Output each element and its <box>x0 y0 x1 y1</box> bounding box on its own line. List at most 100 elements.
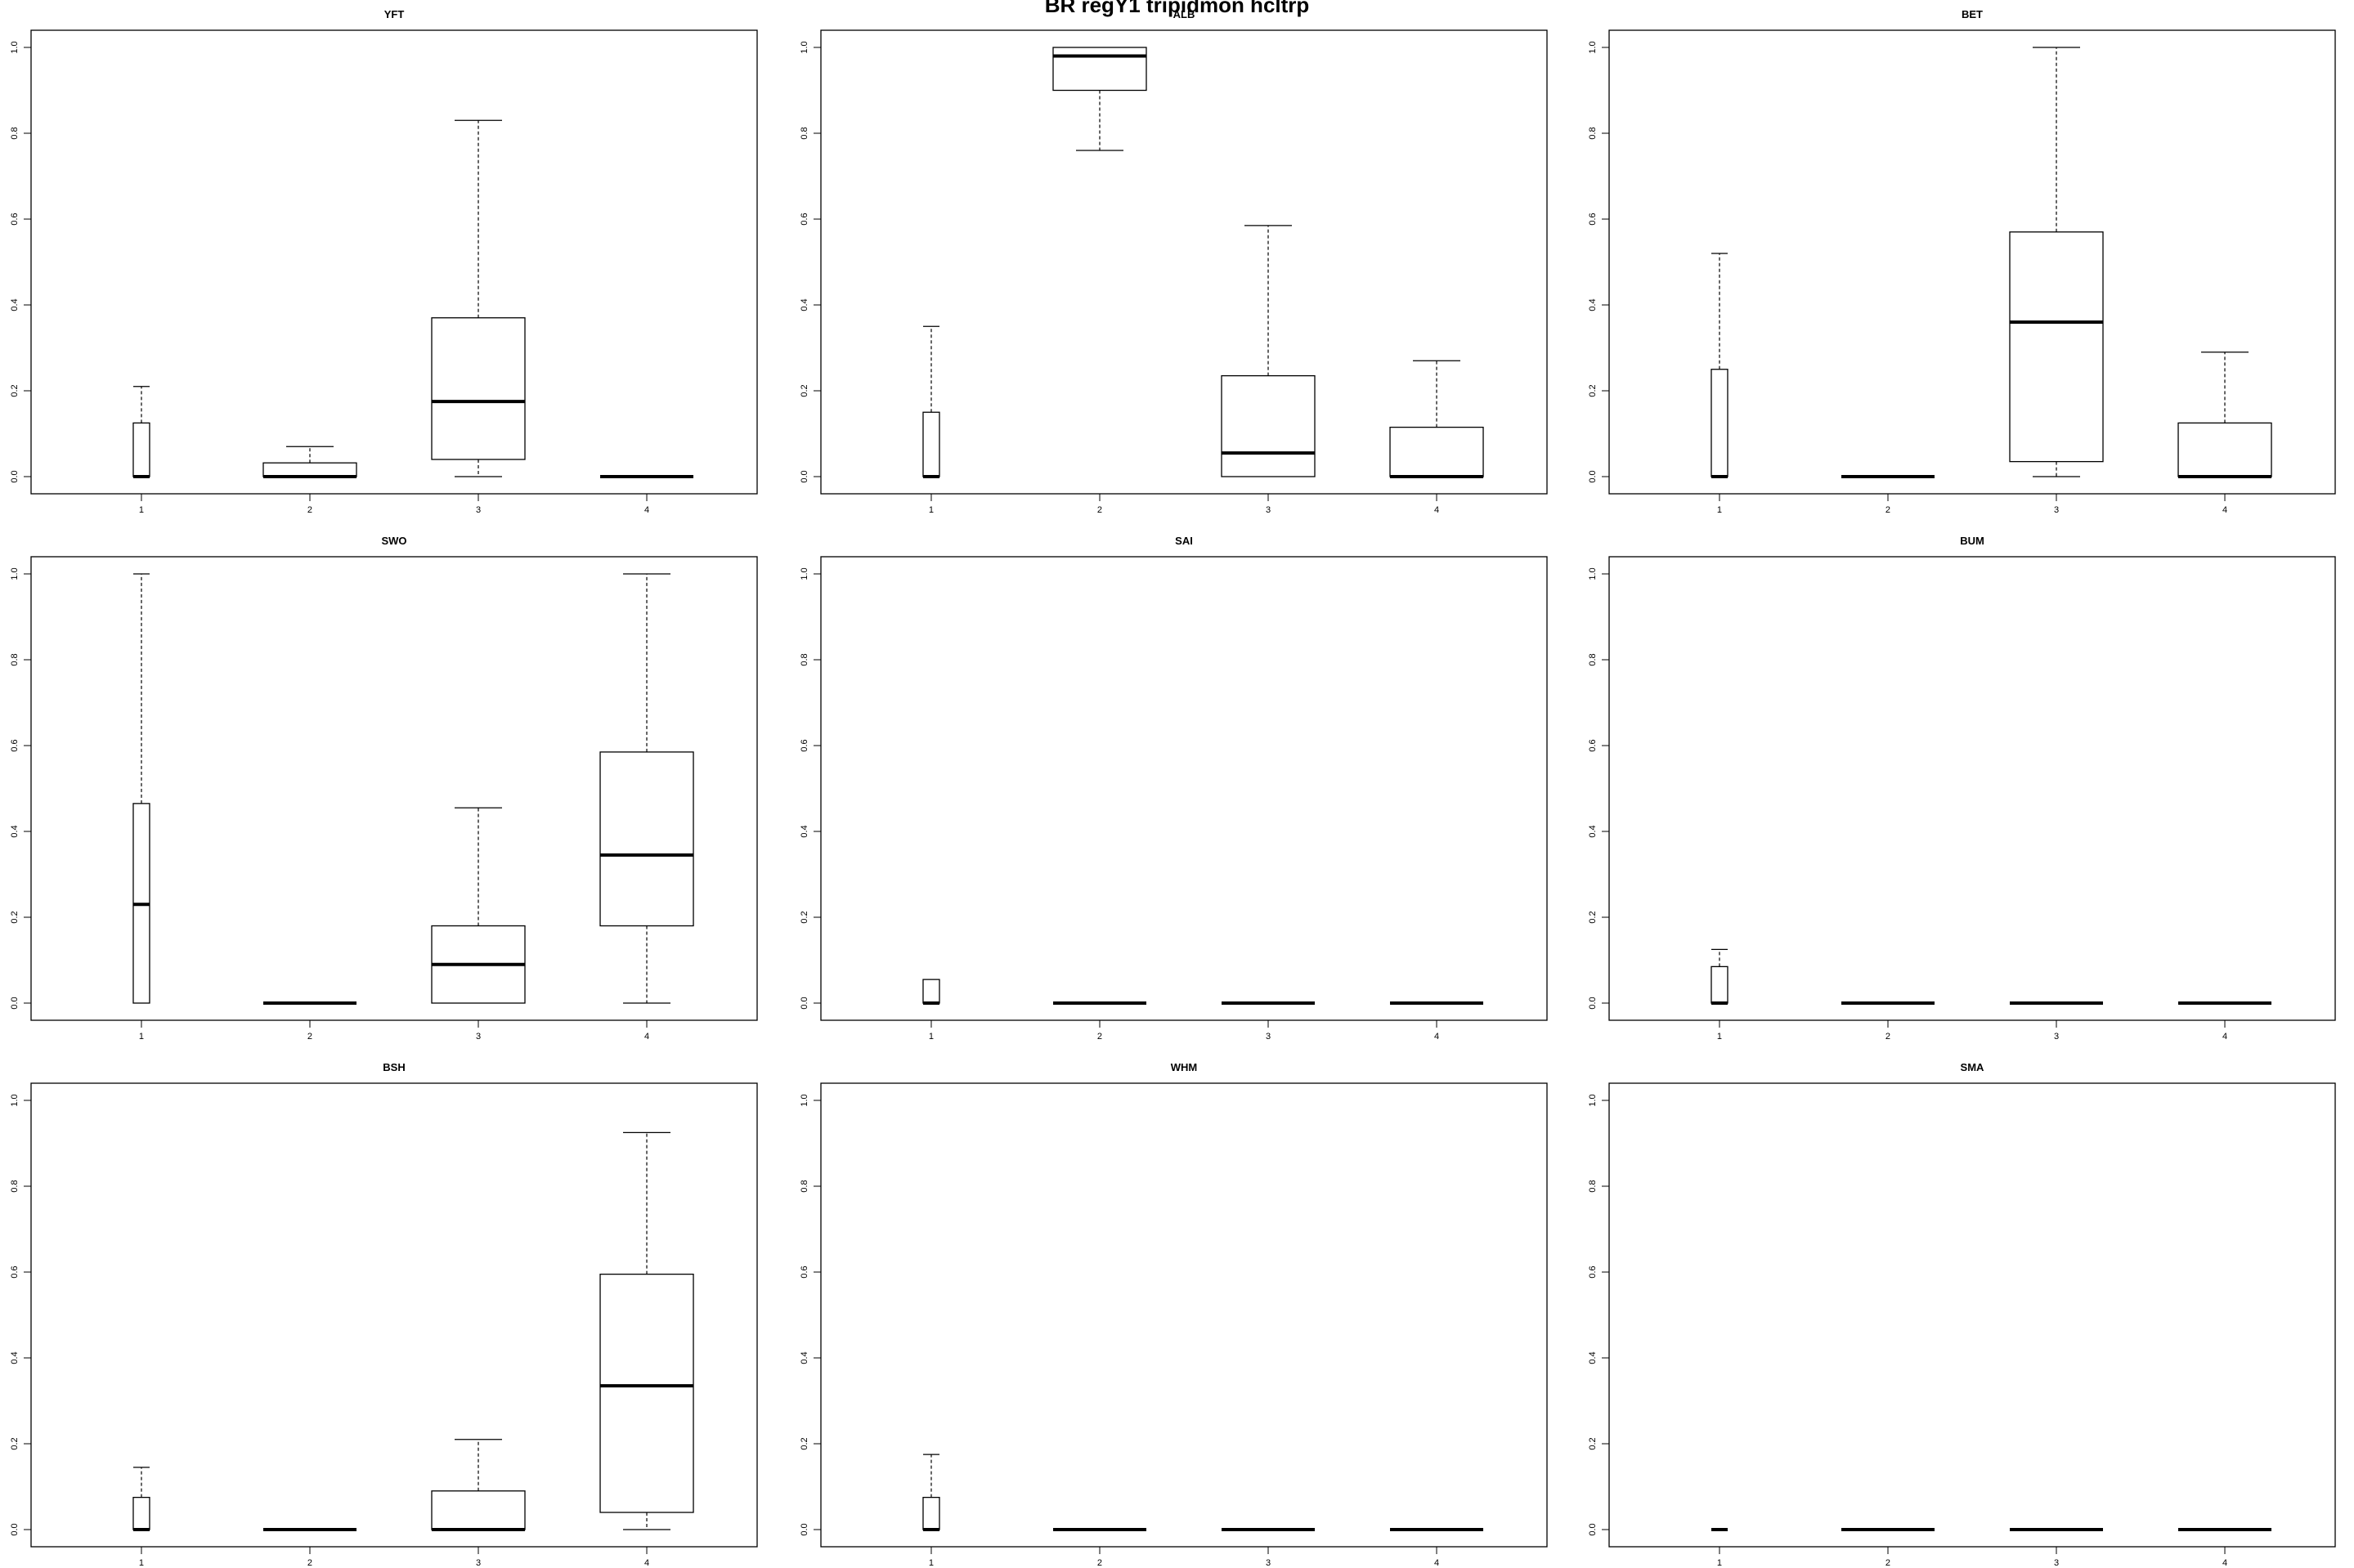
y-tick-label: 0.4 <box>10 1351 20 1364</box>
box-sai-1 <box>922 979 940 1005</box>
y-tick-label: 0.0 <box>800 470 809 482</box>
x-tick-label: 4 <box>644 505 649 515</box>
y-tick-label: 0.2 <box>10 384 20 396</box>
y-tick-label: 0.4 <box>800 1351 809 1364</box>
iqr-box <box>599 751 694 927</box>
x-tick-label: 2 <box>1885 505 1890 515</box>
x-tick-label: 4 <box>644 1032 649 1042</box>
iqr-box <box>2009 231 2104 463</box>
plot-frame <box>30 29 758 495</box>
x-tick-label: 3 <box>476 1032 481 1042</box>
x-tick-label: 3 <box>1266 1032 1271 1042</box>
panel-sai: SAI 0.0 0.2 0.4 0.6 0.8 1.0 1 2 3 4 <box>800 535 1548 1042</box>
x-tick-label: 1 <box>139 1032 144 1042</box>
y-tick-label: 1.0 <box>10 567 20 580</box>
iqr-box <box>132 1496 150 1530</box>
x-tick-label: 4 <box>644 1558 649 1568</box>
iqr-box <box>1711 369 1729 477</box>
box-bet-4 <box>2177 352 2272 478</box>
y-tick-label: 1.0 <box>800 1094 809 1106</box>
y-tick-label: 0.0 <box>10 997 20 1009</box>
y-tick-label: 0.0 <box>1588 470 1598 482</box>
y-tick-label: 0.4 <box>10 298 20 311</box>
y-tick-label: 0.8 <box>10 653 20 665</box>
box-swo-4 <box>599 573 694 1004</box>
x-tick-label: 4 <box>2222 1032 2227 1042</box>
x-tick-label: 1 <box>1717 505 1722 515</box>
iqr-box <box>922 1496 940 1530</box>
panel-title-alb: ALB <box>1173 8 1195 20</box>
y-tick-label: 0.6 <box>800 739 809 751</box>
iqr-box <box>1711 965 1729 1004</box>
x-tick-label: 1 <box>1717 1558 1722 1568</box>
x-tick-label: 2 <box>1885 1558 1890 1568</box>
iqr-box <box>1221 374 1316 477</box>
x-tick-label: 1 <box>1717 1032 1722 1042</box>
box-yft-1 <box>132 386 150 478</box>
x-tick-label: 3 <box>2054 1032 2059 1042</box>
x-tick-label: 1 <box>929 1032 934 1042</box>
iqr-box <box>132 422 150 477</box>
box-bum-1 <box>1711 948 1729 1005</box>
x-tick-label: 2 <box>1885 1032 1890 1042</box>
y-tick-label: 0.2 <box>10 911 20 923</box>
x-tick-label: 3 <box>1266 1558 1271 1568</box>
iqr-box <box>599 1273 694 1513</box>
x-tick-label: 3 <box>2054 1558 2059 1568</box>
y-tick-label: 1.0 <box>1588 41 1598 53</box>
iqr-box <box>431 1490 526 1530</box>
x-tick-label: 1 <box>139 1558 144 1568</box>
iqr-box <box>922 411 940 477</box>
x-tick-label: 2 <box>307 1558 312 1568</box>
box-whm-1 <box>922 1454 940 1531</box>
box-alb-1 <box>922 325 940 478</box>
box-bsh-1 <box>132 1467 150 1531</box>
iqr-box <box>922 979 940 1004</box>
y-tick-label: 0.8 <box>800 1180 809 1192</box>
y-tick-label: 0.4 <box>800 298 809 311</box>
y-tick-label: 0.2 <box>800 384 809 396</box>
plot-frame <box>30 1082 758 1548</box>
y-tick-label: 0.6 <box>800 213 809 225</box>
y-tick-label: 0.6 <box>10 739 20 751</box>
y-tick-label: 0.2 <box>10 1437 20 1449</box>
y-tick-label: 0.0 <box>800 997 809 1009</box>
plot-frame <box>820 556 1548 1021</box>
box-bsh-3 <box>431 1439 526 1531</box>
y-tick-label: 0.6 <box>10 1266 20 1278</box>
x-tick-label: 1 <box>929 505 934 515</box>
y-tick-label: 0.0 <box>800 1523 809 1535</box>
y-tick-label: 0.2 <box>1588 1437 1598 1449</box>
box-alb-2 <box>1052 47 1147 151</box>
iqr-box <box>1052 47 1147 92</box>
x-tick-label: 3 <box>2054 505 2059 515</box>
y-tick-label: 0.2 <box>1588 911 1598 923</box>
plot-frame <box>1608 556 2336 1021</box>
y-tick-label: 1.0 <box>1588 1094 1598 1106</box>
x-tick-label: 3 <box>1266 505 1271 515</box>
y-tick-label: 0.4 <box>1588 825 1598 837</box>
panel-title-sma: SMA <box>1961 1061 1985 1073</box>
y-tick-label: 1.0 <box>1588 567 1598 580</box>
panel-bsh: BSH 0.0 0.2 0.4 0.6 0.8 1.0 1 2 3 4 <box>10 1061 758 1568</box>
panel-swo: SWO 0.0 0.2 0.4 0.6 0.8 1.0 1 2 3 4 <box>10 535 758 1042</box>
y-tick-label: 0.0 <box>10 1523 20 1535</box>
box-alb-4 <box>1389 360 1484 478</box>
y-tick-label: 1.0 <box>800 567 809 580</box>
x-tick-label: 4 <box>1434 1558 1439 1568</box>
y-tick-label: 0.8 <box>10 127 20 139</box>
box-bet-1 <box>1711 253 1729 478</box>
y-tick-label: 0.0 <box>10 470 20 482</box>
panel-yft: YFT 0.0 0.2 0.4 0.6 0.8 1.0 1 2 3 4 <box>10 8 758 515</box>
y-tick-label: 0.8 <box>1588 653 1598 665</box>
box-swo-3 <box>431 807 526 1004</box>
panel-whm: WHM 0.0 0.2 0.4 0.6 0.8 1.0 1 2 3 4 <box>800 1061 1548 1568</box>
y-tick-label: 0.0 <box>1588 997 1598 1009</box>
y-tick-label: 0.6 <box>800 1266 809 1278</box>
y-tick-label: 0.6 <box>1588 739 1598 751</box>
y-tick-label: 0.4 <box>800 825 809 837</box>
x-tick-label: 3 <box>476 505 481 515</box>
y-tick-label: 0.4 <box>10 825 20 837</box>
box-yft-2 <box>262 446 357 478</box>
y-tick-label: 1.0 <box>800 41 809 53</box>
